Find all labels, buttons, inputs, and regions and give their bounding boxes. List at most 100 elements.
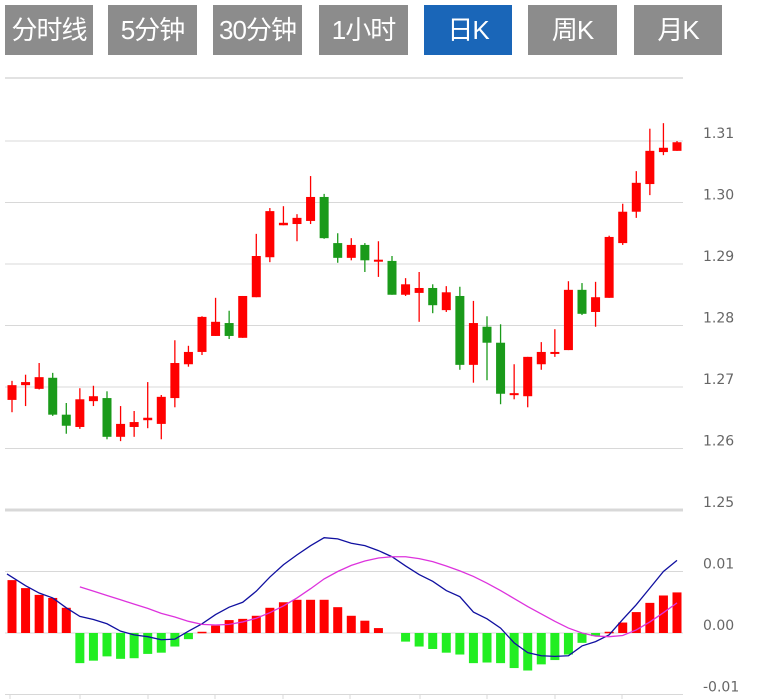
tab-5min[interactable]: 5分钟 (108, 5, 197, 55)
macd-histogram-bar (211, 625, 221, 633)
dif-line (6, 537, 678, 658)
candle (102, 391, 112, 440)
candle (658, 123, 668, 156)
macd-histogram-bar (591, 633, 601, 637)
tab-weekly-k[interactable]: 周K (528, 5, 617, 55)
candle (550, 329, 560, 357)
candle-body (34, 377, 44, 389)
candle (455, 286, 465, 370)
candle (631, 171, 641, 218)
candle (536, 342, 546, 370)
y-tick-label: 1.29 (703, 249, 734, 265)
tab-intraday[interactable]: 分时线 (5, 5, 93, 55)
period-tabs: 分时线 5分钟 30分钟 1小时 日K 周K 月K (0, 0, 760, 60)
macd-histogram-bar (523, 633, 533, 671)
macd-histogram-bar (88, 633, 98, 661)
candle (319, 193, 329, 239)
candle-body (143, 417, 153, 421)
candle-body (631, 182, 641, 212)
candle-body (496, 342, 506, 394)
macd-histogram-bar (238, 618, 248, 633)
candle (523, 356, 533, 408)
candle-body (116, 423, 126, 437)
macd-histogram-bar (197, 631, 207, 634)
candle (645, 128, 655, 196)
macd-histogram-bar (631, 612, 641, 633)
candle-body (102, 398, 112, 437)
tab-30min[interactable]: 30分钟 (213, 5, 302, 55)
macd-histogram-bar (468, 633, 478, 664)
candle-body (618, 211, 628, 244)
macd-histogram-bar (129, 633, 139, 659)
candle-body (306, 196, 316, 221)
candle (88, 385, 98, 407)
candle (509, 364, 519, 400)
candle (278, 206, 288, 226)
candle (265, 208, 275, 263)
candle-body (428, 287, 438, 306)
y-tick-label: 1.26 (703, 434, 734, 450)
candle (482, 316, 492, 381)
macd-histogram-bar (278, 602, 288, 633)
candle-body (238, 295, 248, 338)
candle (197, 316, 207, 356)
candle (496, 324, 506, 405)
macd-histogram-bar (346, 615, 356, 633)
candle (414, 271, 424, 322)
macd-histogram-bar (319, 599, 329, 633)
macd-histogram-bar (373, 628, 383, 633)
macd-y-tick-label: 0.00 (703, 618, 734, 634)
candle-body (672, 142, 682, 151)
candle (428, 284, 438, 314)
dea-line (79, 556, 678, 638)
macd-histogram-bar (265, 607, 275, 633)
macd-histogram-bar (34, 594, 44, 633)
candle-body (658, 147, 668, 153)
macd-histogram-bar (482, 633, 492, 663)
macd-histogram-bar (536, 633, 546, 665)
candle-body (591, 297, 601, 312)
candle-body (482, 326, 492, 343)
candle-body (170, 363, 180, 399)
candle-body (523, 356, 533, 397)
macd-histogram-bar (577, 633, 587, 643)
candle (306, 176, 316, 225)
tab-monthly-k[interactable]: 月K (634, 5, 722, 55)
candle-body (441, 292, 451, 311)
candlestick-series (7, 123, 682, 442)
candle-body (265, 211, 275, 258)
candle (441, 286, 451, 312)
macd-histogram-bar (618, 622, 628, 633)
macd-histogram-bar (455, 633, 465, 655)
candle-body (455, 295, 465, 365)
macd-histogram-bar (75, 633, 85, 664)
candle (7, 380, 17, 413)
candle (360, 243, 370, 272)
macd-histogram-bar (251, 615, 261, 633)
candle-body (536, 351, 546, 365)
candle (143, 382, 153, 429)
macd-histogram-bar (48, 597, 58, 633)
candle (333, 233, 343, 263)
candle (373, 241, 383, 277)
candle-body (7, 385, 17, 400)
macd-y-tick-label: 0.01 (703, 557, 734, 573)
macd-histogram-bar (102, 633, 112, 657)
candle (48, 372, 58, 416)
macd-y-tick-label: -0.01 (703, 680, 739, 696)
macd-histogram-bar (414, 633, 424, 647)
candle-body (48, 377, 58, 415)
candle-body (88, 396, 98, 402)
candle (211, 297, 221, 336)
y-tick-label: 1.30 (703, 188, 734, 204)
candle-body (360, 244, 370, 261)
macd-histogram-bar (604, 631, 614, 634)
tab-1hour[interactable]: 1小时 (319, 5, 408, 55)
candle (591, 281, 601, 327)
macd-histogram-bar (292, 599, 302, 633)
candle-body (278, 222, 288, 226)
candle-body (604, 236, 614, 298)
tab-daily-k[interactable]: 日K (424, 5, 512, 55)
macd-histogram-bar (658, 595, 668, 633)
